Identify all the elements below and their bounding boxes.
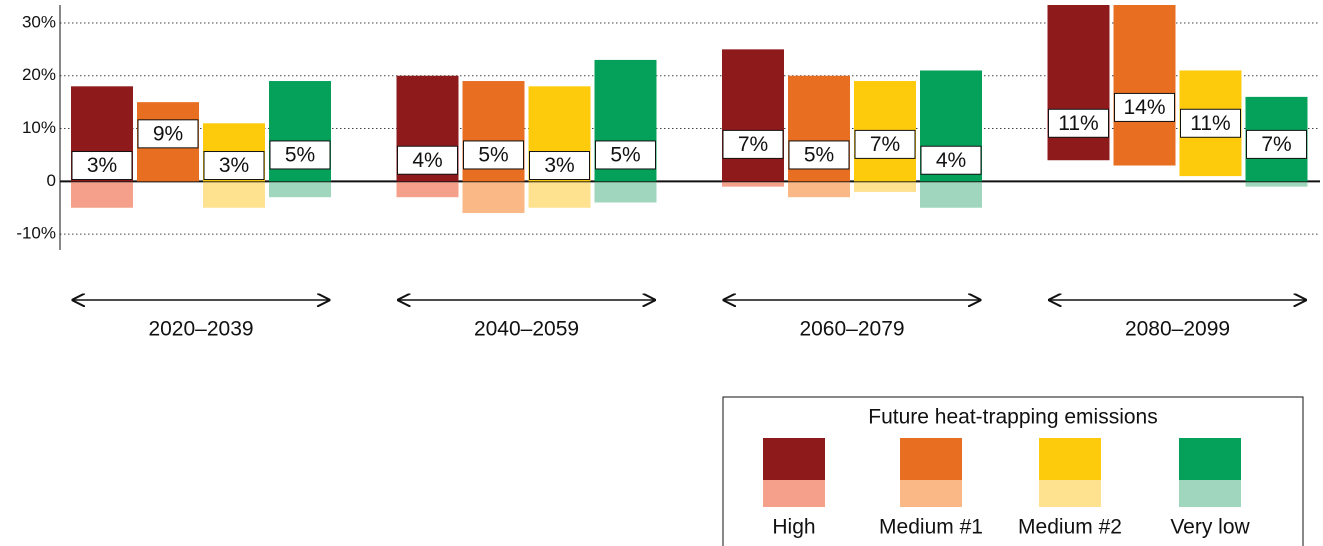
legend-swatch-dark	[900, 438, 962, 480]
bar-lower	[594, 182, 657, 203]
y-tick-label: -10%	[16, 224, 56, 243]
median-box	[71, 151, 133, 181]
bar-lower	[528, 182, 591, 208]
value-labels: 3% 9% 3% 5% 4% 5% 3% 5% 7% 5% 7% 4% 11% 14% 11% 7%	[71, 92, 1307, 181]
median-box	[788, 140, 850, 170]
legend-swatch-dark	[763, 438, 825, 480]
median-label: 5%	[804, 144, 834, 167]
median-label: 11%	[1058, 112, 1098, 135]
median-box	[920, 145, 982, 175]
median-label: 4%	[936, 149, 966, 172]
median-label: 3%	[87, 154, 117, 177]
bar-lower	[269, 182, 331, 198]
median-label: 5%	[478, 144, 508, 167]
median-box	[203, 151, 265, 181]
y-tick-label: 20%	[22, 65, 56, 84]
median-label: 7%	[738, 133, 768, 156]
median-label: 4%	[412, 149, 442, 172]
median-label: 5%	[285, 144, 315, 167]
x-category-label: 2020–2039	[148, 318, 253, 341]
legend-title: Future heat-trapping emissions	[868, 406, 1157, 429]
x-category-label: 2060–2079	[799, 318, 904, 341]
median-box	[722, 129, 784, 159]
legend-label: Medium #2	[1018, 516, 1122, 539]
median-box	[1114, 92, 1175, 122]
median-label: 3%	[544, 154, 574, 177]
bar-lower	[462, 182, 525, 214]
bar-lower	[396, 182, 459, 198]
legend-swatch-light	[1039, 480, 1101, 507]
y-tick-label: 30%	[22, 12, 56, 31]
x-category-label: 2080–2099	[1125, 318, 1230, 341]
median-label: 14%	[1123, 96, 1165, 119]
median-box	[137, 119, 199, 149]
median-box	[1246, 129, 1307, 159]
bar-lower	[203, 182, 265, 208]
median-box	[854, 129, 916, 159]
legend-label: Medium #1	[879, 516, 983, 539]
bar-upper	[722, 49, 784, 182]
bar-lower	[71, 182, 133, 208]
legend-swatch-dark	[1179, 438, 1241, 480]
median-label: 11%	[1190, 112, 1230, 135]
legend-swatch-dark	[1039, 438, 1101, 480]
legend-label: High	[772, 516, 815, 539]
bar-lower	[788, 182, 850, 198]
median-label: 7%	[1261, 133, 1291, 156]
legend-swatch-light	[900, 480, 962, 507]
y-tick-label: 0	[47, 171, 56, 190]
median-label: 9%	[153, 122, 183, 145]
median-label: 3%	[219, 154, 249, 177]
bar-lower	[722, 182, 784, 187]
bar-lower	[1245, 182, 1308, 187]
median-label: 5%	[610, 144, 640, 167]
legend-label: Very low	[1170, 516, 1250, 539]
median-box	[269, 140, 331, 170]
median-label: 7%	[870, 133, 900, 156]
bar-lower	[920, 182, 982, 208]
y-tick-label: 10%	[22, 118, 56, 137]
bar-lower	[854, 182, 916, 192]
legend-swatch-light	[763, 480, 825, 507]
bar-range	[1113, 5, 1176, 166]
median-box	[595, 140, 656, 170]
median-box	[463, 140, 524, 170]
median-box	[1048, 108, 1109, 138]
median-box	[397, 145, 458, 175]
x-category-label: 2040–2059	[474, 318, 579, 341]
legend-swatch-light	[1179, 480, 1241, 507]
median-box	[1180, 108, 1241, 138]
median-box	[529, 151, 590, 181]
